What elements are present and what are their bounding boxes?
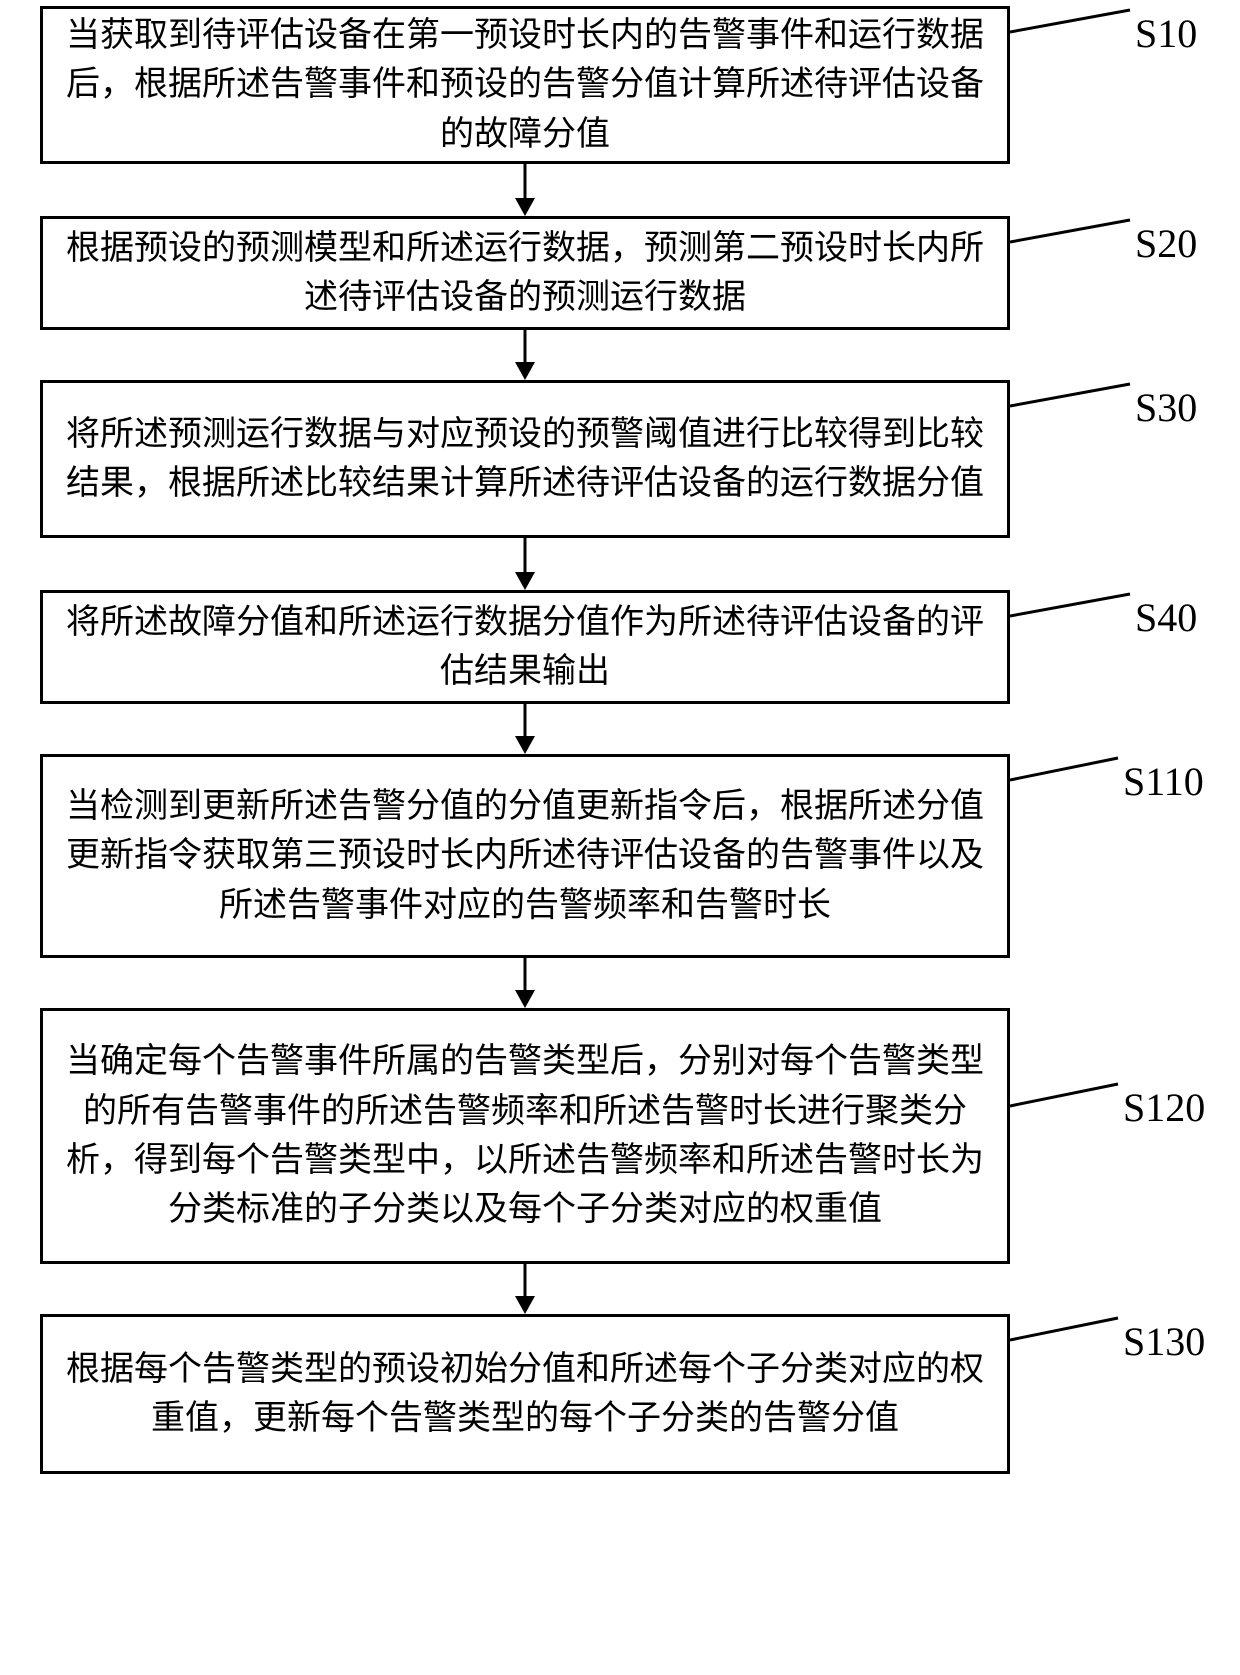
flow-node-label-s120: S120 (1123, 1084, 1205, 1131)
flow-node-label-s130: S130 (1123, 1318, 1205, 1365)
flow-node-text: 当检测到更新所述告警分值的分值更新指令后，根据所述分值更新指令获取第三预设时长内… (61, 782, 989, 930)
flow-node-s20: 根据预设的预测模型和所述运行数据，预测第二预设时长内所述待评估设备的预测运行数据 (40, 216, 1010, 330)
flow-node-s40: 将所述故障分值和所述运行数据分值作为所述待评估设备的评估结果输出 (40, 590, 1010, 704)
edge-s30-s40 (505, 538, 545, 590)
edge-s20-s30 (505, 330, 545, 380)
flow-node-label-s10: S10 (1135, 10, 1197, 57)
flow-node-text: 当获取到待评估设备在第一预设时长内的告警事件和运行数据后，根据所述告警事件和预设… (61, 11, 989, 159)
flow-node-label-s20: S20 (1135, 220, 1197, 267)
flow-node-text: 根据每个告警类型的预设初始分值和所述每个子分类对应的权重值，更新每个告警类型的每… (61, 1345, 989, 1444)
flow-node-text: 将所述故障分值和所述运行数据分值作为所述待评估设备的评估结果输出 (61, 598, 989, 697)
edge-s10-s20 (505, 164, 545, 216)
flow-node-text: 将所述预测运行数据与对应预设的预警阈值进行比较得到比较结果，根据所述比较结果计算… (61, 410, 989, 509)
label-lead-s30 (1010, 382, 1134, 410)
label-lead-s20 (1010, 218, 1134, 246)
edge-s110-s120 (505, 958, 545, 1008)
flow-node-s120: 当确定每个告警事件所属的告警类型后，分别对每个告警类型的所有告警事件的所述告警频… (40, 1008, 1010, 1264)
label-lead-s10 (1010, 8, 1134, 36)
flow-node-s110: 当检测到更新所述告警分值的分值更新指令后，根据所述分值更新指令获取第三预设时长内… (40, 754, 1010, 958)
flow-node-s10: 当获取到待评估设备在第一预设时长内的告警事件和运行数据后，根据所述告警事件和预设… (40, 6, 1010, 164)
flow-node-s130: 根据每个告警类型的预设初始分值和所述每个子分类对应的权重值，更新每个告警类型的每… (40, 1314, 1010, 1474)
flow-node-label-s30: S30 (1135, 384, 1197, 431)
edge-s40-s110 (505, 704, 545, 754)
label-lead-s110 (1010, 756, 1122, 784)
edge-s120-s130 (505, 1264, 545, 1314)
flowchart-canvas: 当获取到待评估设备在第一预设时长内的告警事件和运行数据后，根据所述告警事件和预设… (0, 0, 1240, 1675)
flow-node-label-s40: S40 (1135, 594, 1197, 641)
flow-node-s30: 将所述预测运行数据与对应预设的预警阈值进行比较得到比较结果，根据所述比较结果计算… (40, 380, 1010, 538)
label-lead-s130 (1010, 1316, 1122, 1344)
flow-node-label-s110: S110 (1123, 758, 1204, 805)
flow-node-text: 根据预设的预测模型和所述运行数据，预测第二预设时长内所述待评估设备的预测运行数据 (61, 224, 989, 323)
label-lead-s40 (1010, 592, 1134, 620)
label-lead-s120 (1010, 1082, 1122, 1110)
flow-node-text: 当确定每个告警事件所属的告警类型后，分别对每个告警类型的所有告警事件的所述告警频… (61, 1037, 989, 1234)
